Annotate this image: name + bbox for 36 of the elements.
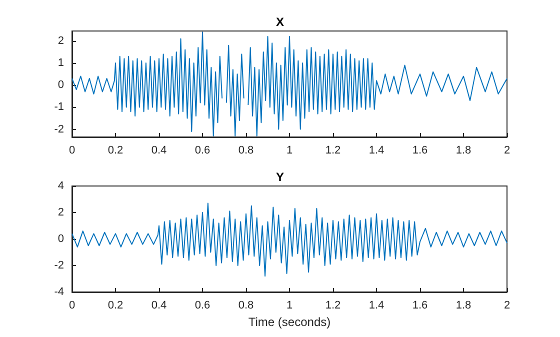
line-series	[72, 202, 508, 277]
y-tick-label: 0	[58, 79, 64, 92]
x-tick-label: 0.8	[238, 300, 254, 312]
y-tick-label: -1	[54, 101, 64, 114]
x-tick-label: 1.6	[412, 300, 428, 312]
x-tick-label: 1	[286, 300, 293, 312]
x-tick-label: 1.4	[368, 300, 384, 312]
x-tick-label: 2	[504, 300, 510, 312]
x-tick-label: 1.2	[325, 144, 341, 156]
x-tick-label: 2	[504, 144, 510, 156]
x-tick-label: 1.6	[412, 144, 428, 156]
x-tick-label: 0.2	[108, 144, 124, 156]
x-tick-label: 0	[68, 300, 76, 312]
y-tick-label: -4	[54, 286, 64, 298]
x-tick-label: 1.8	[456, 144, 472, 156]
x-tick-label: 0.8	[238, 144, 254, 156]
y-tick-label: -2	[54, 260, 64, 272]
y-tick-label: 2	[58, 34, 64, 47]
x-tick-label: 1.4	[368, 144, 384, 156]
x-tick-label: 1.2	[325, 300, 341, 312]
x-tick-label: 0	[68, 144, 76, 156]
x-axis-title: Time (seconds)	[248, 314, 331, 329]
x-tick-label: 0.2	[108, 300, 124, 312]
chart-title: Y	[276, 170, 284, 184]
x-tick-label: 0.4	[151, 144, 167, 156]
y-tick-label: 0	[58, 233, 64, 245]
y-tick-label: -2	[54, 123, 64, 136]
x-tick-label: 1.8	[456, 300, 472, 312]
y-tick-label: 4	[58, 180, 64, 192]
x-tick-label: 0.4	[151, 300, 167, 312]
x-tick-label: 1	[286, 144, 293, 156]
chart-title: X	[276, 15, 284, 29]
y-tick-label: 1	[58, 57, 64, 70]
y-tick-label: 2	[58, 206, 64, 218]
x-tick-label: 0.6	[194, 144, 210, 156]
x-tick-label: 0.6	[194, 300, 210, 312]
